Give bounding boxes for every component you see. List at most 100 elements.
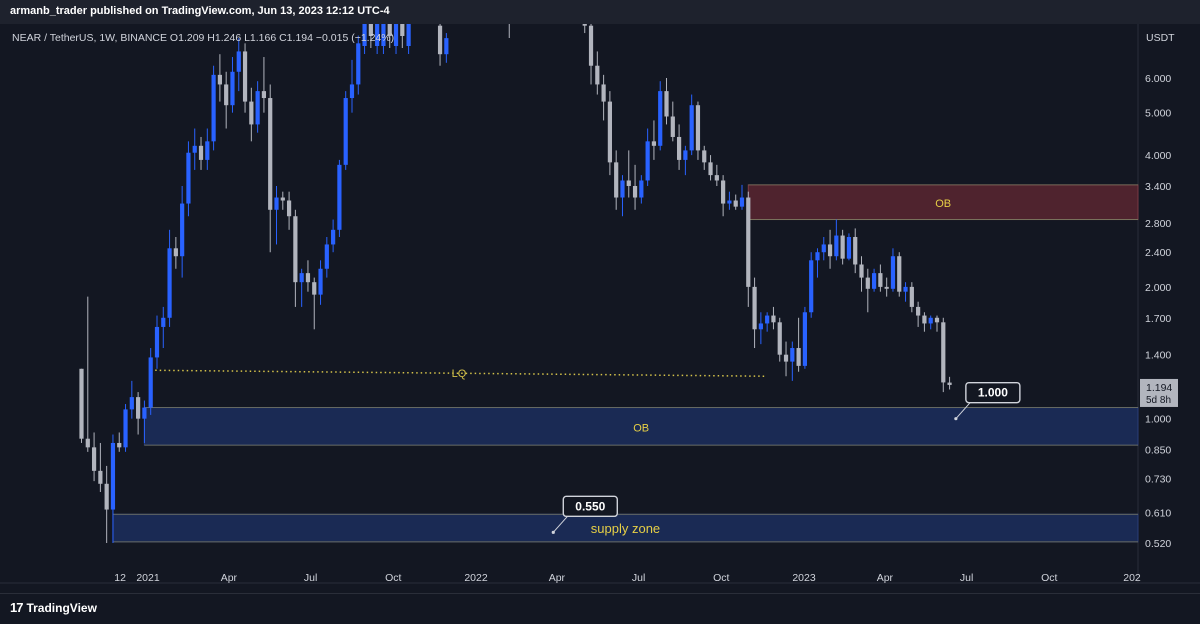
candle-body[interactable] — [909, 286, 914, 307]
candle-body[interactable] — [878, 273, 883, 287]
candle-body[interactable] — [865, 277, 870, 289]
candle-body[interactable] — [771, 315, 776, 323]
callout-box[interactable] — [965, 381, 1021, 404]
candle-body[interactable] — [809, 260, 814, 313]
candle-body[interactable] — [689, 105, 694, 151]
candle-body[interactable] — [136, 397, 141, 419]
candle-body[interactable] — [815, 252, 820, 261]
candle-body[interactable] — [871, 273, 877, 289]
candle-body[interactable] — [79, 368, 84, 439]
candle-body[interactable] — [186, 152, 191, 204]
candle-body[interactable] — [721, 180, 726, 204]
candle-body[interactable] — [821, 244, 826, 253]
candle-body[interactable] — [790, 348, 795, 362]
candle-body[interactable] — [941, 322, 946, 383]
candle-body[interactable] — [733, 200, 738, 207]
candle-body[interactable] — [274, 197, 279, 210]
candle-body[interactable] — [601, 84, 606, 102]
candle-body[interactable] — [110, 442, 116, 510]
candle-body[interactable] — [305, 273, 311, 283]
candle-body[interactable] — [846, 236, 852, 259]
candle-body[interactable] — [645, 141, 650, 181]
candle-body[interactable] — [406, 24, 411, 46]
candle-body[interactable] — [777, 322, 782, 355]
candle-body[interactable] — [827, 244, 833, 257]
candle-body[interactable] — [739, 197, 745, 207]
candle-body[interactable] — [928, 317, 933, 324]
candle-body[interactable] — [142, 407, 147, 419]
candle-body[interactable] — [746, 197, 751, 287]
candle-body[interactable] — [117, 442, 122, 448]
candle-body[interactable] — [299, 273, 304, 283]
candle-body[interactable] — [595, 65, 600, 85]
candle-body[interactable] — [230, 71, 235, 106]
candle-body[interactable] — [714, 175, 719, 181]
candle-body[interactable] — [318, 268, 323, 295]
candle-body[interactable] — [437, 25, 443, 55]
candle-body[interactable] — [783, 354, 789, 362]
candle-body[interactable] — [702, 150, 707, 163]
candle-body[interactable] — [173, 248, 178, 257]
candle-body[interactable] — [286, 200, 292, 217]
price-chart[interactable]: OB OB supply zone LQ 1.000 0.550 6.000 5.000 4.0… — [0, 24, 1200, 593]
callout-box[interactable] — [562, 495, 618, 518]
candle-body[interactable] — [368, 24, 373, 36]
candle-body[interactable] — [180, 203, 185, 257]
candle-body[interactable] — [211, 74, 216, 142]
plot-area[interactable] — [0, 24, 1138, 583]
candle-body[interactable] — [853, 236, 858, 265]
candle-body[interactable] — [104, 483, 109, 510]
candle-body[interactable] — [859, 264, 864, 278]
candle-body[interactable] — [249, 101, 254, 125]
candle-body[interactable] — [632, 185, 638, 198]
candle-body[interactable] — [890, 256, 896, 289]
candle-body[interactable] — [727, 200, 732, 204]
candle-body[interactable] — [620, 180, 625, 198]
candle-body[interactable] — [356, 43, 361, 85]
candle-body[interactable] — [614, 162, 619, 198]
tradingview-logo[interactable]: 17 TradingView — [10, 600, 97, 615]
candle-body[interactable] — [242, 51, 248, 102]
candle-body[interactable] — [312, 282, 317, 295]
candle-body[interactable] — [588, 25, 594, 66]
candle-body[interactable] — [349, 84, 355, 99]
candle-body[interactable] — [922, 315, 927, 324]
candle-body[interactable] — [255, 91, 260, 125]
candle-body[interactable] — [897, 256, 902, 292]
candle-body[interactable] — [324, 244, 329, 269]
candle-body[interactable] — [375, 24, 380, 46]
candle-body[interactable] — [947, 382, 952, 385]
candle-body[interactable] — [91, 447, 97, 471]
candle-body[interactable] — [217, 74, 222, 85]
candle-body[interactable] — [664, 91, 669, 117]
candle-body[interactable] — [802, 312, 807, 366]
candle-body[interactable] — [192, 145, 197, 153]
candle-body[interactable] — [934, 317, 940, 323]
candle-body[interactable] — [129, 397, 134, 410]
candle-body[interactable] — [167, 248, 172, 318]
candle-body[interactable] — [148, 357, 153, 408]
candle-body[interactable] — [280, 197, 285, 201]
candle-body[interactable] — [651, 141, 657, 146]
candle-body[interactable] — [98, 470, 103, 484]
candle-body[interactable] — [205, 141, 210, 160]
candle-body[interactable] — [676, 136, 682, 160]
candle-body[interactable] — [293, 216, 298, 283]
candle-body[interactable] — [582, 24, 587, 26]
candle-body[interactable] — [387, 24, 392, 36]
candle-body[interactable] — [331, 229, 336, 245]
candle-body[interactable] — [393, 24, 399, 46]
candle-body[interactable] — [362, 24, 367, 46]
candle-body[interactable] — [400, 24, 405, 36]
candle-body[interactable] — [161, 317, 166, 327]
candle-body[interactable] — [834, 235, 839, 257]
liquidity-line[interactable] — [150, 369, 768, 377]
candle-body[interactable] — [658, 91, 663, 146]
candle-body[interactable] — [765, 315, 770, 324]
candle-body[interactable] — [796, 348, 801, 366]
candle-body[interactable] — [626, 180, 631, 186]
candle-body[interactable] — [758, 323, 763, 330]
candle-body[interactable] — [381, 24, 386, 46]
candle-body[interactable] — [840, 235, 845, 259]
candle-body[interactable] — [639, 180, 644, 198]
